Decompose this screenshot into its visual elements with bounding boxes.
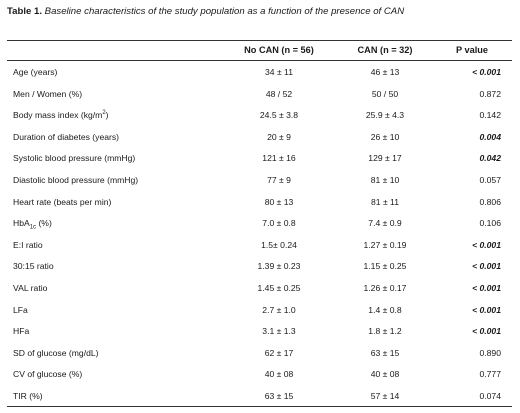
table-header-row: No CAN (n = 56) CAN (n = 32) P value bbox=[7, 41, 512, 60]
cell-p-value: 0.890 bbox=[479, 347, 501, 358]
cell-p-value: < 0.001 bbox=[472, 67, 501, 77]
table-row: Age (years) 34 ± 11 46 ± 13 < 0.001 bbox=[7, 61, 512, 83]
caption-text: Baseline characteristics of the study po… bbox=[42, 6, 405, 17]
table-row: Body mass index (kg/m2) 24.5 ± 3.8 25.9 ± … bbox=[7, 104, 512, 126]
row-label: Systolic blood pressure (mmHg) bbox=[13, 153, 136, 164]
table-bottom-rule bbox=[7, 406, 512, 407]
cell-can: 7.4 ± 0.9 bbox=[368, 218, 402, 229]
cell-can: 1.8 ± 1.2 bbox=[368, 326, 402, 337]
caption-label: Table 1. bbox=[7, 6, 43, 17]
cell-no-can: 7.0 ± 0.8 bbox=[262, 218, 296, 229]
row-label-suffix: ) bbox=[105, 110, 109, 121]
row-label: HFa bbox=[13, 326, 30, 337]
table-top-rule bbox=[7, 40, 512, 41]
table-row: CV of glucose (%) 40 ± 08 40 ± 08 0.777 bbox=[7, 363, 512, 385]
row-label: Heart rate (beats per min) bbox=[13, 196, 112, 207]
cell-no-can: 1.5± 0.24 bbox=[261, 239, 297, 250]
cell-can: 1.27 ± 0.19 bbox=[363, 239, 407, 250]
cell-no-can: 48 / 52 bbox=[265, 88, 293, 99]
row-label: CV of glucose (%) bbox=[13, 369, 83, 380]
table-row: 30:15 ratio 1.39 ± 0.23 1.15 ± 0.25 < 0.001 bbox=[7, 255, 512, 277]
table-row: HFa 3.1 ± 1.3 1.8 ± 1.2 < 0.001 bbox=[7, 320, 512, 342]
cell-can: 1.26 ± 0.17 bbox=[363, 282, 407, 293]
table-row: E:I ratio 1.5± 0.24 1.27 ± 0.19 < 0.001 bbox=[7, 234, 512, 256]
cell-p-value: 0.872 bbox=[479, 88, 501, 99]
row-label: Men / Women (%) bbox=[13, 88, 83, 99]
row-label: Body mass index (kg/m2) bbox=[13, 110, 109, 120]
table-row: Duration of diabetes (years) 20 ± 9 26 ± 1… bbox=[7, 126, 512, 148]
row-label-subscript: 1c bbox=[29, 224, 37, 231]
cell-can: 25.9 ± 4.3 bbox=[365, 110, 405, 121]
row-label: E:I ratio bbox=[13, 239, 43, 250]
cell-p-value: 0.004 bbox=[479, 131, 501, 142]
cell-p-value: < 0.001 bbox=[472, 304, 501, 315]
header-can: CAN (n = 32) bbox=[357, 45, 413, 55]
table-row: Systolic blood pressure (mmHg) 121 ± 16 12… bbox=[7, 147, 512, 169]
table-row: HbA1c (%) 7.0 ± 0.8 7.4 ± 0.9 0.106 bbox=[7, 212, 512, 234]
cell-can: 81 ± 10 bbox=[370, 174, 400, 185]
cell-no-can: 1.45 ± 0.25 bbox=[257, 282, 301, 293]
table-row: LFa 2.7 ± 1.0 1.4 ± 0.8 < 0.001 bbox=[7, 299, 512, 321]
cell-no-can: 34 ± 11 bbox=[265, 67, 293, 77]
cell-p-value: < 0.001 bbox=[472, 239, 501, 250]
row-label: VAL ratio bbox=[13, 282, 48, 293]
cell-p-value: 0.074 bbox=[479, 390, 501, 401]
row-label: HbA1c (%) bbox=[13, 218, 52, 231]
cell-can: 1.4 ± 0.8 bbox=[368, 304, 402, 315]
table-row: Diastolic blood pressure (mmHg) 77 ± 9 81 … bbox=[7, 169, 512, 191]
cell-p-value: 0.142 bbox=[479, 110, 501, 121]
cell-no-can: 121 ± 16 bbox=[262, 153, 296, 164]
row-label: Diastolic blood pressure (mmHg) bbox=[13, 174, 139, 185]
cell-can: 81 ± 11 bbox=[371, 196, 399, 207]
cell-no-can: 77 ± 9 bbox=[267, 174, 291, 185]
row-label-suffix: (%) bbox=[36, 218, 52, 229]
row-label-main: Body mass index (kg/m bbox=[13, 110, 103, 121]
row-label-main: HbA bbox=[13, 218, 30, 229]
cell-can: 129 ± 17 bbox=[368, 153, 402, 164]
table-body: Age (years) 34 ± 11 46 ± 13 < 0.001 Men / Wo… bbox=[7, 61, 512, 407]
cell-no-can: 3.1 ± 1.3 bbox=[262, 326, 296, 337]
cell-no-can: 2.7 ± 1.0 bbox=[262, 304, 296, 315]
cell-p-value: < 0.001 bbox=[472, 261, 501, 272]
cell-can: 46 ± 13 bbox=[370, 67, 400, 77]
row-label: Duration of diabetes (years) bbox=[13, 131, 120, 142]
cell-can: 57 ± 14 bbox=[370, 390, 400, 401]
row-label-superscript: 2 bbox=[102, 110, 106, 117]
cell-p-value: 0.057 bbox=[479, 174, 501, 185]
cell-no-can: 63 ± 15 bbox=[264, 390, 294, 401]
cell-can: 63 ± 15 bbox=[370, 347, 400, 358]
header-p-value: P value bbox=[455, 45, 488, 55]
cell-no-can: 62 ± 17 bbox=[264, 347, 294, 358]
table-header-rule bbox=[7, 60, 512, 61]
cell-no-can: 40 ± 08 bbox=[264, 369, 294, 380]
cell-p-value: < 0.001 bbox=[472, 326, 501, 337]
cell-p-value: 0.806 bbox=[479, 196, 501, 207]
cell-can: 50 / 50 bbox=[371, 88, 399, 99]
cell-no-can: 20 ± 9 bbox=[267, 131, 291, 142]
cell-no-can: 24.5 ± 3.8 bbox=[259, 110, 299, 121]
cell-p-value: < 0.001 bbox=[472, 282, 501, 293]
table-row: SD of glucose (mg/dL) 62 ± 17 63 ± 15 0.890 bbox=[7, 342, 512, 364]
header-no-can: No CAN (n = 56) bbox=[244, 45, 314, 55]
cell-can: 26 ± 10 bbox=[370, 131, 400, 142]
cell-can: 1.15 ± 0.25 bbox=[363, 261, 407, 272]
cell-p-value: 0.777 bbox=[479, 369, 501, 380]
table-row: TIR (%) 63 ± 15 57 ± 14 0.074 bbox=[7, 385, 512, 407]
table-caption: Table 1. Baseline characteristics of the… bbox=[7, 6, 404, 17]
cell-p-value: 0.106 bbox=[479, 218, 501, 229]
row-label: TIR (%) bbox=[13, 390, 43, 401]
row-label: Age (years) bbox=[13, 67, 58, 77]
row-label: 30:15 ratio bbox=[13, 261, 54, 272]
cell-no-can: 80 ± 13 bbox=[264, 196, 294, 207]
table-row: VAL ratio 1.45 ± 0.25 1.26 ± 0.17 < 0.001 bbox=[7, 277, 512, 299]
cell-no-can: 1.39 ± 0.23 bbox=[257, 261, 301, 272]
cell-can: 40 ± 08 bbox=[370, 369, 400, 380]
table-row: Men / Women (%) 48 / 52 50 / 50 0.872 bbox=[7, 83, 512, 105]
row-label: SD of glucose (mg/dL) bbox=[13, 347, 99, 358]
row-label: LFa bbox=[13, 304, 28, 315]
cell-p-value: 0.042 bbox=[479, 153, 501, 164]
table-row: Heart rate (beats per min) 80 ± 13 81 ± 11… bbox=[7, 191, 512, 213]
